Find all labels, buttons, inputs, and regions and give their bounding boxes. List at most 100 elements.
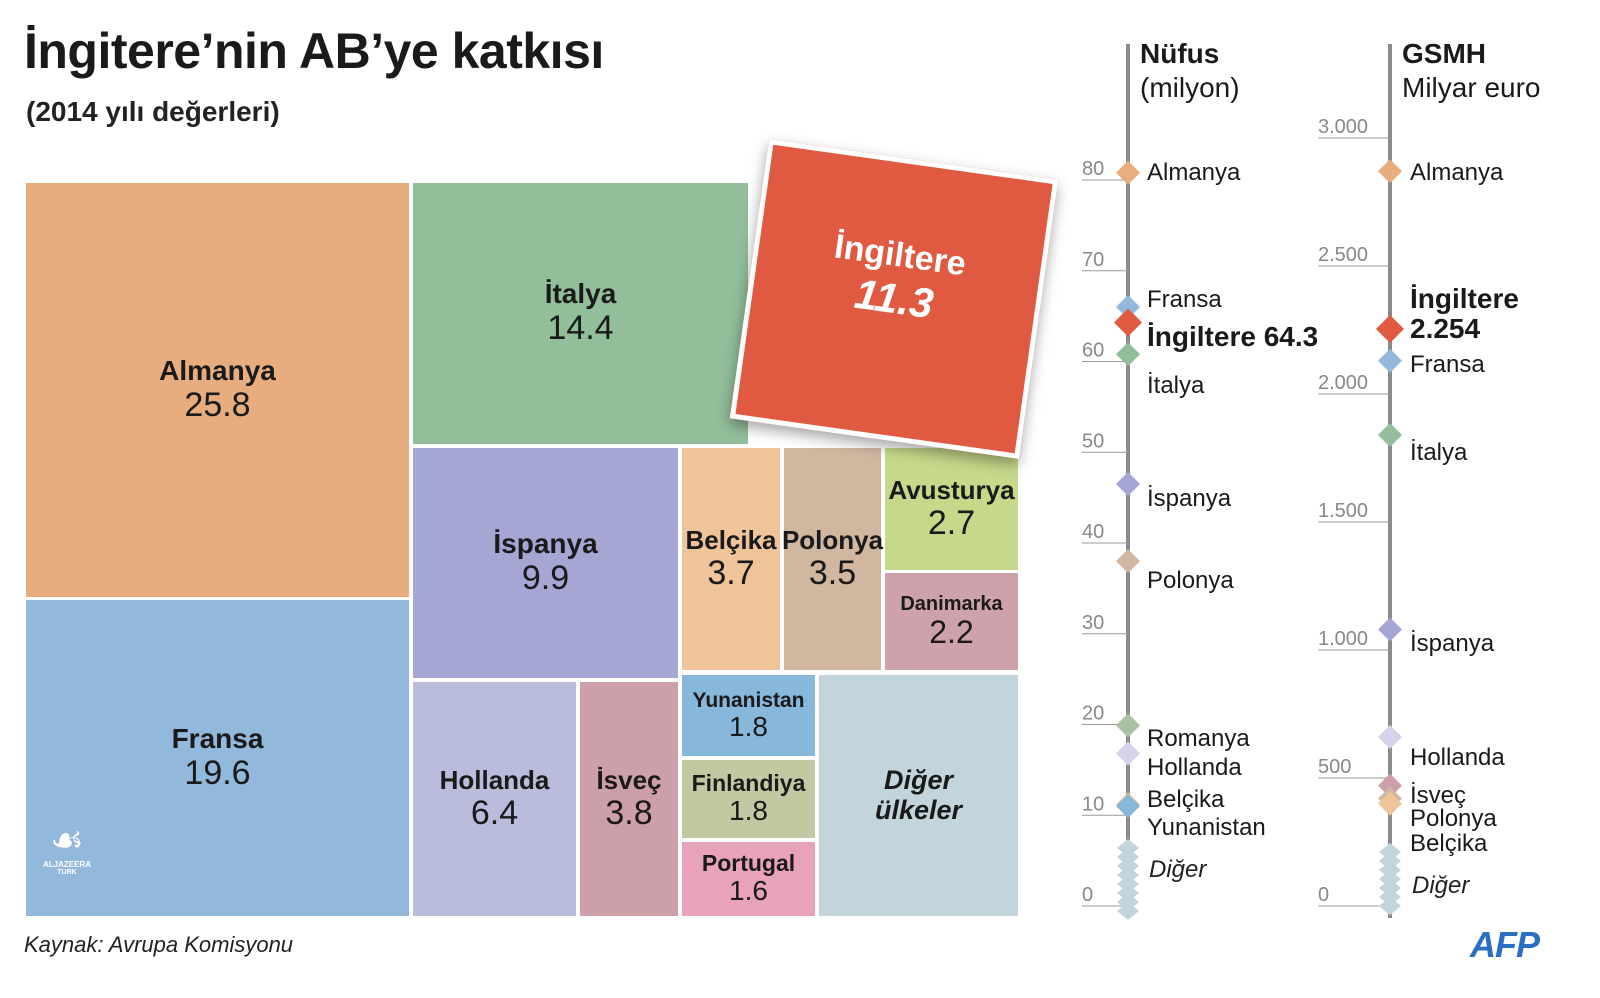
country-label-line: Belçika (1410, 830, 1488, 857)
source-note: Kaynak: Avrupa Komisyonu (24, 932, 294, 957)
country-marker (1114, 308, 1142, 337)
country-label-line: Fransa (1410, 351, 1485, 378)
scale-tick-label: 50 (1082, 430, 1104, 452)
country-marker (1378, 159, 1402, 184)
treemap-value: 2.2 (929, 613, 974, 650)
treemap-value: 3.5 (808, 553, 857, 592)
country-label: Fransa (1410, 351, 1485, 378)
scale-tick-label: 40 (1082, 521, 1104, 543)
treemap-cell-almanya: Almanya 25.8 (26, 183, 409, 597)
scale-tick-label: 1.000 (1318, 628, 1368, 650)
scale-tick-label: 60 (1082, 340, 1104, 362)
country-marker (1116, 342, 1140, 367)
scale-tick-label: 2.000 (1318, 372, 1368, 394)
treemap-label: Fransa (171, 722, 264, 754)
treemap-cell-di-er-lkeler: Diğer ülkeler (819, 675, 1018, 916)
country-label: Polonya (1147, 567, 1234, 594)
country-label: Yunanistan (1147, 814, 1266, 841)
country-label: Belçika (1147, 786, 1225, 813)
treemap-label: İspanya (493, 527, 598, 559)
treemap-label: Hollanda (439, 765, 550, 795)
treemap-label: Avusturya (888, 475, 1015, 505)
treemap-label: İsveç (596, 765, 662, 795)
scale-tick-label: 10 (1082, 793, 1104, 815)
treemap-cell-portugal: Portugal 1.6 (682, 842, 815, 916)
country-marker (1378, 773, 1402, 798)
scale-tick-label: 1.500 (1318, 500, 1368, 522)
country-label: Romanya (1147, 725, 1250, 752)
treemap-cell-i-talya: İtalya 14.4 (413, 183, 748, 444)
other-countries-label: Diğer (1412, 872, 1470, 899)
country-marker (1378, 348, 1402, 373)
country-marker (1116, 472, 1140, 497)
country-label-line: İngiltere 64.3 (1147, 321, 1318, 352)
treemap-cell-fransa: Fransa 19.6 (26, 600, 409, 916)
country-marker (1378, 791, 1402, 816)
country-label: İngiltere 2.254 (1410, 283, 1519, 344)
treemap-cell-i-sve: İsveç 3.8 (580, 682, 678, 916)
treemap-cell-i-spanya: İspanya 9.9 (413, 448, 678, 678)
treemap-value: 1.8 (729, 710, 768, 742)
country-label: Almanya (1410, 159, 1504, 186)
country-label: Belçika (1410, 830, 1488, 857)
country-label-line: Romanya (1147, 725, 1250, 752)
scale-tick-label: 0 (1082, 884, 1093, 906)
aljazeera-logo-subtext: TURK (57, 869, 77, 876)
scale-tick-label: 2.500 (1318, 244, 1368, 266)
aljazeera-emblem-icon: ☙ (49, 820, 85, 862)
country-label-line: İsveç (1410, 782, 1466, 809)
country-label: Hollanda (1410, 744, 1505, 771)
country-label-line: İtalya (1410, 439, 1468, 466)
treemap-value: 19.6 (184, 753, 251, 792)
treemap-label: Finlandiya (691, 769, 806, 796)
other-country-marker (1379, 897, 1401, 915)
afp-logo: AFP (1470, 924, 1540, 965)
treemap-label: Danimarka (900, 592, 1003, 615)
country-marker (1378, 617, 1402, 642)
scale-subtitle: (milyon) (1140, 72, 1240, 103)
scale-tick-label: 70 (1082, 249, 1104, 271)
country-marker (1116, 794, 1140, 819)
other-countries-label: Diğer (1149, 856, 1207, 883)
scale-tick-label: 30 (1082, 612, 1104, 634)
treemap-value: 1.6 (729, 875, 768, 907)
treemap-label: Almanya (159, 354, 276, 386)
treemap-cell-yunanistan: Yunanistan 1.8 (682, 675, 815, 756)
country-label: İtalya (1147, 372, 1205, 399)
country-marker (1116, 160, 1140, 185)
country-marker (1376, 314, 1404, 343)
country-label-line: Belçika (1147, 786, 1225, 813)
treemap-value: 1.8 (729, 795, 768, 827)
country-label-line: İspanya (1147, 485, 1232, 512)
treemap-label: Belçika (685, 525, 777, 555)
country-label: Hollanda (1147, 754, 1242, 781)
treemap-cell-avusturya: Avusturya 2.7 (885, 448, 1018, 570)
scale-tick-label: 20 (1082, 703, 1104, 725)
aljazeera-logo-text: ALJAZEERA (42, 860, 91, 869)
country-label-line: 2.254 (1410, 313, 1480, 344)
scale-tick-label: 500 (1318, 756, 1351, 778)
country-marker (1116, 713, 1140, 738)
country-label: İspanya (1410, 630, 1495, 657)
treemap-value: 9.9 (521, 558, 570, 597)
treemap-value: 25.8 (184, 385, 251, 424)
country-label-line: İspanya (1410, 630, 1495, 657)
scale-title: GSMH (1402, 38, 1486, 69)
scale-tick-label: 80 (1082, 158, 1104, 180)
country-label-line: Hollanda (1410, 744, 1505, 771)
treemap-cell-finlandiya: Finlandiya 1.8 (682, 760, 815, 838)
scale-tick-label: 3.000 (1318, 116, 1368, 138)
treemap-value: 2.7 (927, 503, 976, 542)
country-marker (1378, 422, 1402, 447)
country-label: Fransa (1147, 286, 1222, 313)
country-label: İtalya (1410, 439, 1468, 466)
treemap-label: Polonya (781, 525, 884, 555)
treemap-cell-hollanda: Hollanda 6.4 (413, 682, 576, 916)
country-marker (1378, 725, 1402, 750)
treemap-value: 3.8 (605, 793, 653, 832)
chart-title: İngitere’nin AB’ye katkısı (24, 23, 604, 79)
country-label: Almanya (1147, 159, 1241, 186)
country-label-line: İngiltere (1410, 283, 1519, 314)
country-marker (1116, 549, 1140, 574)
